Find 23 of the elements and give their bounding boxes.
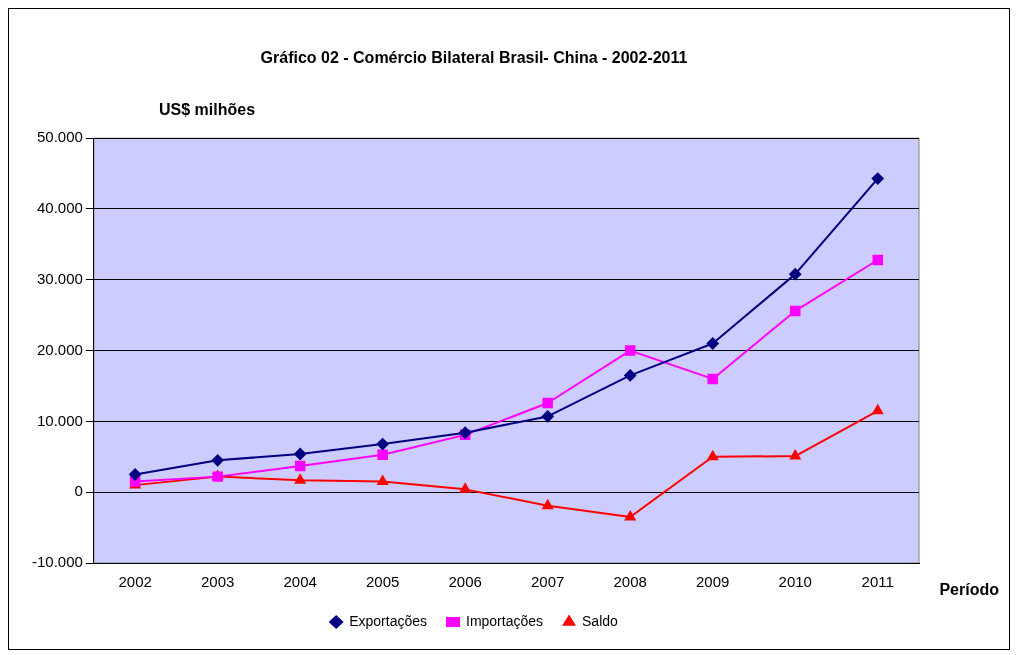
y-tick-label: 50.000 — [36, 128, 83, 146]
legend-label: Saldo — [582, 612, 619, 629]
x-tick-label: 2005 — [365, 573, 400, 591]
x-tick-label: 2009 — [696, 573, 730, 591]
x-tick-label: 2006 — [448, 573, 482, 591]
y-tick-label: 20.000 — [36, 340, 83, 358]
x-tick-label: 2004 — [283, 573, 317, 591]
x-tick-label: 2007 — [531, 573, 565, 591]
y-tick-label: 10.000 — [36, 411, 83, 429]
x-axis-title: Período — [939, 581, 999, 599]
x-tick-label: 2003 — [200, 573, 235, 591]
y-axis-title: US$ milhões — [159, 101, 256, 119]
legend-label: Importações — [465, 612, 544, 629]
y-tick-label: 30.000 — [36, 269, 83, 287]
y-tick-label: 40.000 — [36, 199, 83, 217]
chart-title: Gráfico 02 - Comércio Bilateral Brasil- China - 2002-2011 — [260, 49, 688, 67]
x-tick-label: 2002 — [118, 573, 152, 591]
x-tick-label: 2011 — [861, 573, 894, 591]
y-tick-label: -10.000 — [32, 553, 83, 571]
y-tick-label: 0 — [74, 482, 83, 500]
x-tick-label: 2010 — [778, 573, 812, 591]
legend-label: Exportações — [349, 612, 427, 629]
x-tick-label: 2008 — [613, 573, 647, 591]
